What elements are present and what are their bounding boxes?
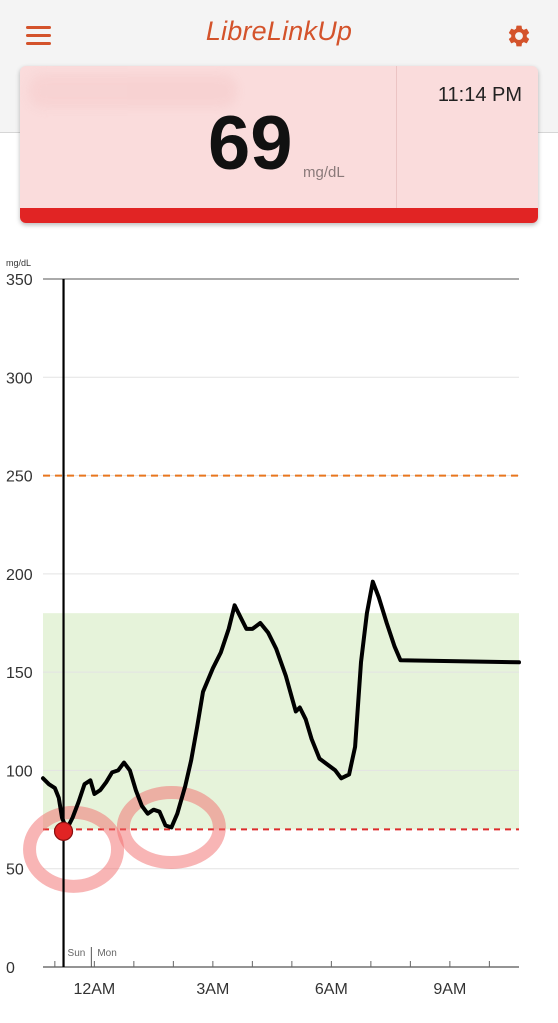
- y-axis-unit-label: mg/dL: [6, 258, 31, 268]
- y-tick-label-50: 50: [6, 862, 24, 879]
- redacted-name: [28, 74, 238, 108]
- y-tick-label-150: 150: [6, 665, 33, 682]
- app-title: LibreLinkUp: [205, 16, 353, 46]
- x-tick-label-9AM: 9AM: [433, 981, 466, 998]
- y-tick-label-250: 250: [6, 469, 33, 486]
- low-alarm-bar: [20, 208, 538, 223]
- y-tick-label-350: 350: [6, 272, 33, 289]
- cursor-marker: [53, 821, 74, 841]
- day-label-before: Sun: [68, 948, 86, 959]
- day-label-after: Mon: [97, 948, 116, 959]
- x-tick-label-3AM: 3AM: [196, 981, 229, 998]
- y-tick-label-0: 0: [6, 960, 15, 977]
- x-tick-label-6AM: 6AM: [315, 981, 348, 998]
- highlight-circle-2: [116, 785, 226, 869]
- card-divider: [396, 66, 397, 208]
- gear-icon[interactable]: [506, 23, 532, 49]
- target-range-band: [43, 613, 519, 830]
- glucose-series-line-0: [41, 579, 521, 832]
- glucose-unit: mg/dL: [303, 164, 345, 181]
- y-tick-label-300: 300: [6, 370, 33, 387]
- current-reading-card[interactable]: 11:14 PM 69 mg/dL: [20, 66, 538, 223]
- reading-time: 11:14 PM: [437, 84, 522, 106]
- glucose-value: 69: [208, 101, 293, 186]
- hamburger-menu-icon[interactable]: [26, 26, 52, 46]
- y-tick-label-100: 100: [6, 763, 33, 780]
- y-tick-label-200: 200: [6, 567, 33, 584]
- glucose-chart: 0 50 100 150 200 250 300 350 mg/dL 12AM 3AM 6AM 9AM S…: [6, 258, 521, 998]
- x-tick-label-12AM: 12AM: [73, 981, 115, 998]
